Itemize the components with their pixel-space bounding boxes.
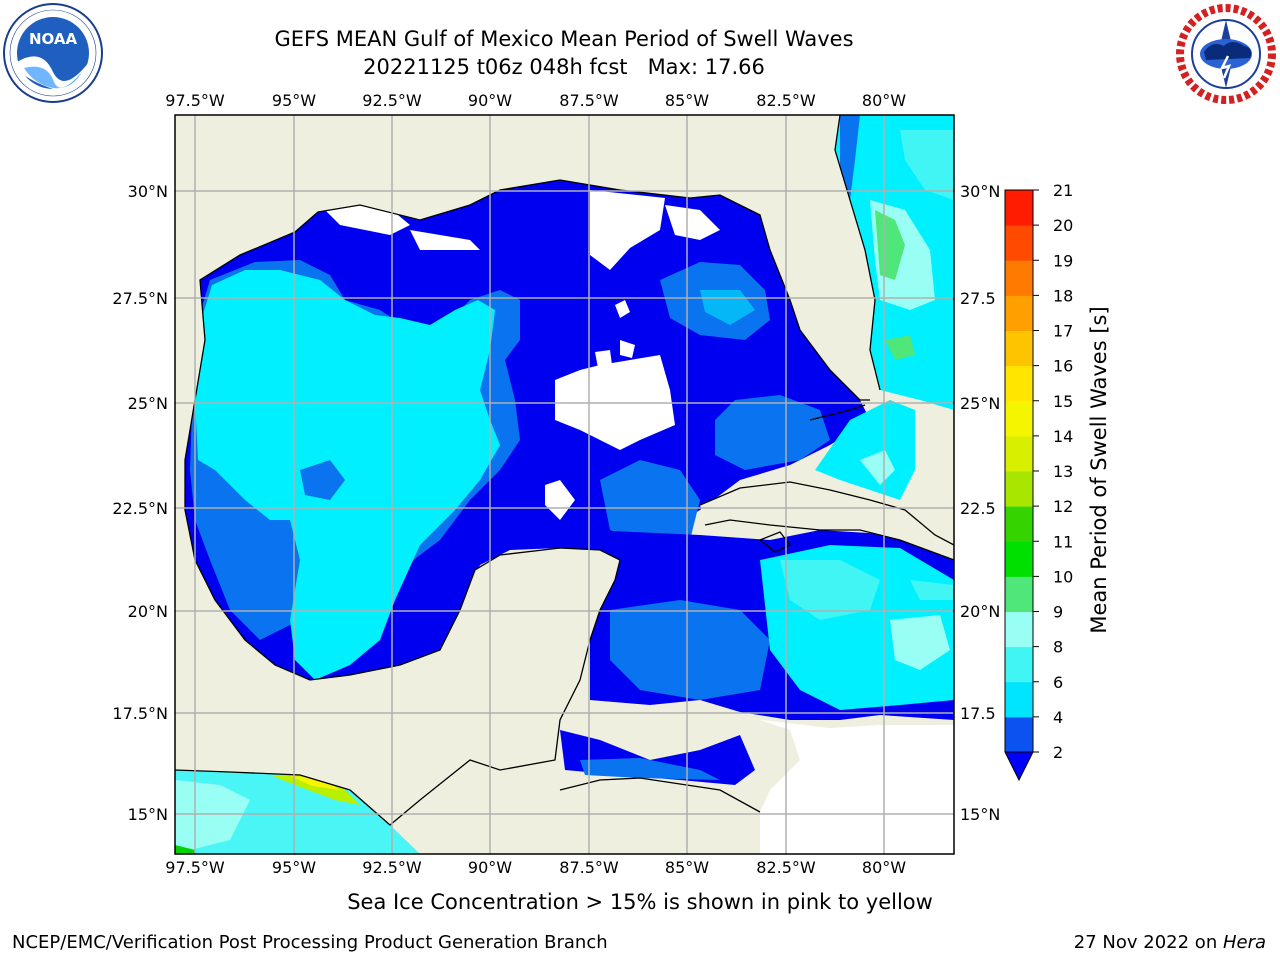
lon-label-top: 92.5°W [362,91,422,110]
lon-label-bottom: 85°W [665,858,709,877]
nws-logo [1176,4,1276,104]
colorbar-tick-label: 10 [1053,567,1073,586]
colorbar-tick-label: 21 [1053,181,1073,200]
lon-label-bottom: 87.5°W [559,858,619,877]
lat-label-left: 27.5°N [112,289,168,308]
caption: Sea Ice Concentration > 15% is shown in … [347,890,933,914]
colorbar-tick-label: 4 [1053,708,1063,727]
colorbar-tick-label: 6 [1053,673,1063,692]
footer-credit: NCEP/EMC/Verification Post Processing Pr… [12,932,608,953]
lon-label-top: 80°W [862,91,906,110]
colorbar-swatch [1005,260,1033,296]
footer-host: Hera [1222,932,1266,953]
lat-label-right: 15°N [960,805,1000,824]
western-gulf-cyan [195,270,500,680]
lon-label-bottom: 92.5°W [362,858,422,877]
chart-title: GEFS MEAN Gulf of Mexico Mean Period of … [274,27,854,51]
lat-label-left: 20°N [128,602,168,621]
colorbar-swatch [1005,611,1033,648]
colorbar-swatch [1005,716,1033,753]
lon-label-bottom: 97.5°W [165,858,225,877]
lat-label-right: 20°N [960,602,1000,621]
footer-date-text: 27 Nov 2022 on [1073,932,1223,953]
pacific-swell-field [175,770,420,854]
lon-label-top: 90°W [468,91,512,110]
colorbar-tick-label: 18 [1053,286,1073,305]
colorbar-swatch [1005,435,1033,472]
lat-label-left: 22.5°N [112,499,168,518]
colorbar: 21 20 19 18 17 16 15 14 13 12 11 10 9 8 6 4 2 [1004,181,1073,782]
colorbar-swatch [1005,190,1033,226]
lon-label-bottom: 90°W [468,858,512,877]
colorbar-swatch [1005,225,1033,261]
lon-label-bottom: 82.5°W [756,858,816,877]
lat-label-left: 25°N [128,394,168,413]
colorbar-swatch [1005,506,1033,542]
colorbar-tick-label: 12 [1053,497,1073,516]
colorbar-extend-triangle [1004,751,1034,782]
colorbar-swatch [1005,365,1033,402]
lat-label-right: 30°N [960,182,1000,201]
colorbar-tick-label: 16 [1053,357,1073,376]
colorbar-tick-label: 2 [1053,743,1063,762]
colorbar-tick-label: 8 [1053,638,1063,657]
colorbar-tick-label: 9 [1053,603,1063,622]
noaa-logo-text: NOAA [29,30,78,48]
lon-label-top: 95°W [272,91,316,110]
colorbar-swatch [1005,681,1033,718]
lon-label-bottom: 80°W [862,858,906,877]
colorbar-tick-label: 19 [1053,251,1073,270]
colorbar-tick-label: 20 [1053,216,1073,235]
chart-subtitle: 20221125 t06z 048h fcst Max: 17.66 [363,55,765,79]
colorbar-tick-label: 15 [1053,392,1073,411]
us-coast-land [175,115,880,560]
yucatan-land [175,548,760,854]
colorbar-tick-label: 11 [1053,532,1073,551]
lat-label-left: 15°N [128,805,168,824]
lon-label-top: 85°W [665,91,709,110]
lat-label-left: 30°N [128,182,168,201]
lat-label-left: 17.5°N [112,704,168,723]
lon-label-bottom: 95°W [272,858,316,877]
bottom-longitude-labels: 97.5°W 95°W 92.5°W 90°W 87.5°W 85°W 82.5… [165,858,906,877]
colorbar-tick-label: 17 [1053,322,1073,341]
colorbar-swatch [1005,576,1033,612]
lat-label-right: 27.5 [960,289,996,308]
noaa-logo: NOAA [3,3,103,103]
lon-label-top: 82.5°W [756,91,816,110]
lat-label-right: 25°N [960,394,1000,413]
map-frame [174,114,955,855]
cuba-land [700,482,954,560]
graticule [175,115,954,854]
colorbar-swatch [1005,541,1033,577]
colorbar-swatch [1005,330,1033,367]
coastlines [175,115,954,826]
colorbar-swatch [1005,400,1033,437]
lat-label-right: 17.5 [960,704,996,723]
colorbar-swatch [1005,471,1033,507]
colorbar-tick-label: 14 [1053,427,1073,446]
colorbar-title: Mean Period of Swell Waves [s] [1087,306,1111,633]
lon-label-top: 87.5°W [559,91,619,110]
footer-date: 27 Nov 2022 on Hera [1074,932,1266,953]
top-longitude-labels: 97.5°W 95°W 92.5°W 90°W 87.5°W 85°W 82.5… [165,91,906,110]
colorbar-tick-label: 13 [1053,462,1073,481]
colorbar-swatch [1005,646,1033,683]
lat-label-right: 22.5 [960,499,996,518]
right-latitude-labels: 30°N 27.5 25°N 22.5 20°N 17.5 15°N [960,182,1000,824]
colorbar-swatch [1005,295,1033,331]
lon-label-top: 97.5°W [165,91,225,110]
left-latitude-labels: 30°N 27.5°N 25°N 22.5°N 20°N 17.5°N 15°N [112,182,168,824]
